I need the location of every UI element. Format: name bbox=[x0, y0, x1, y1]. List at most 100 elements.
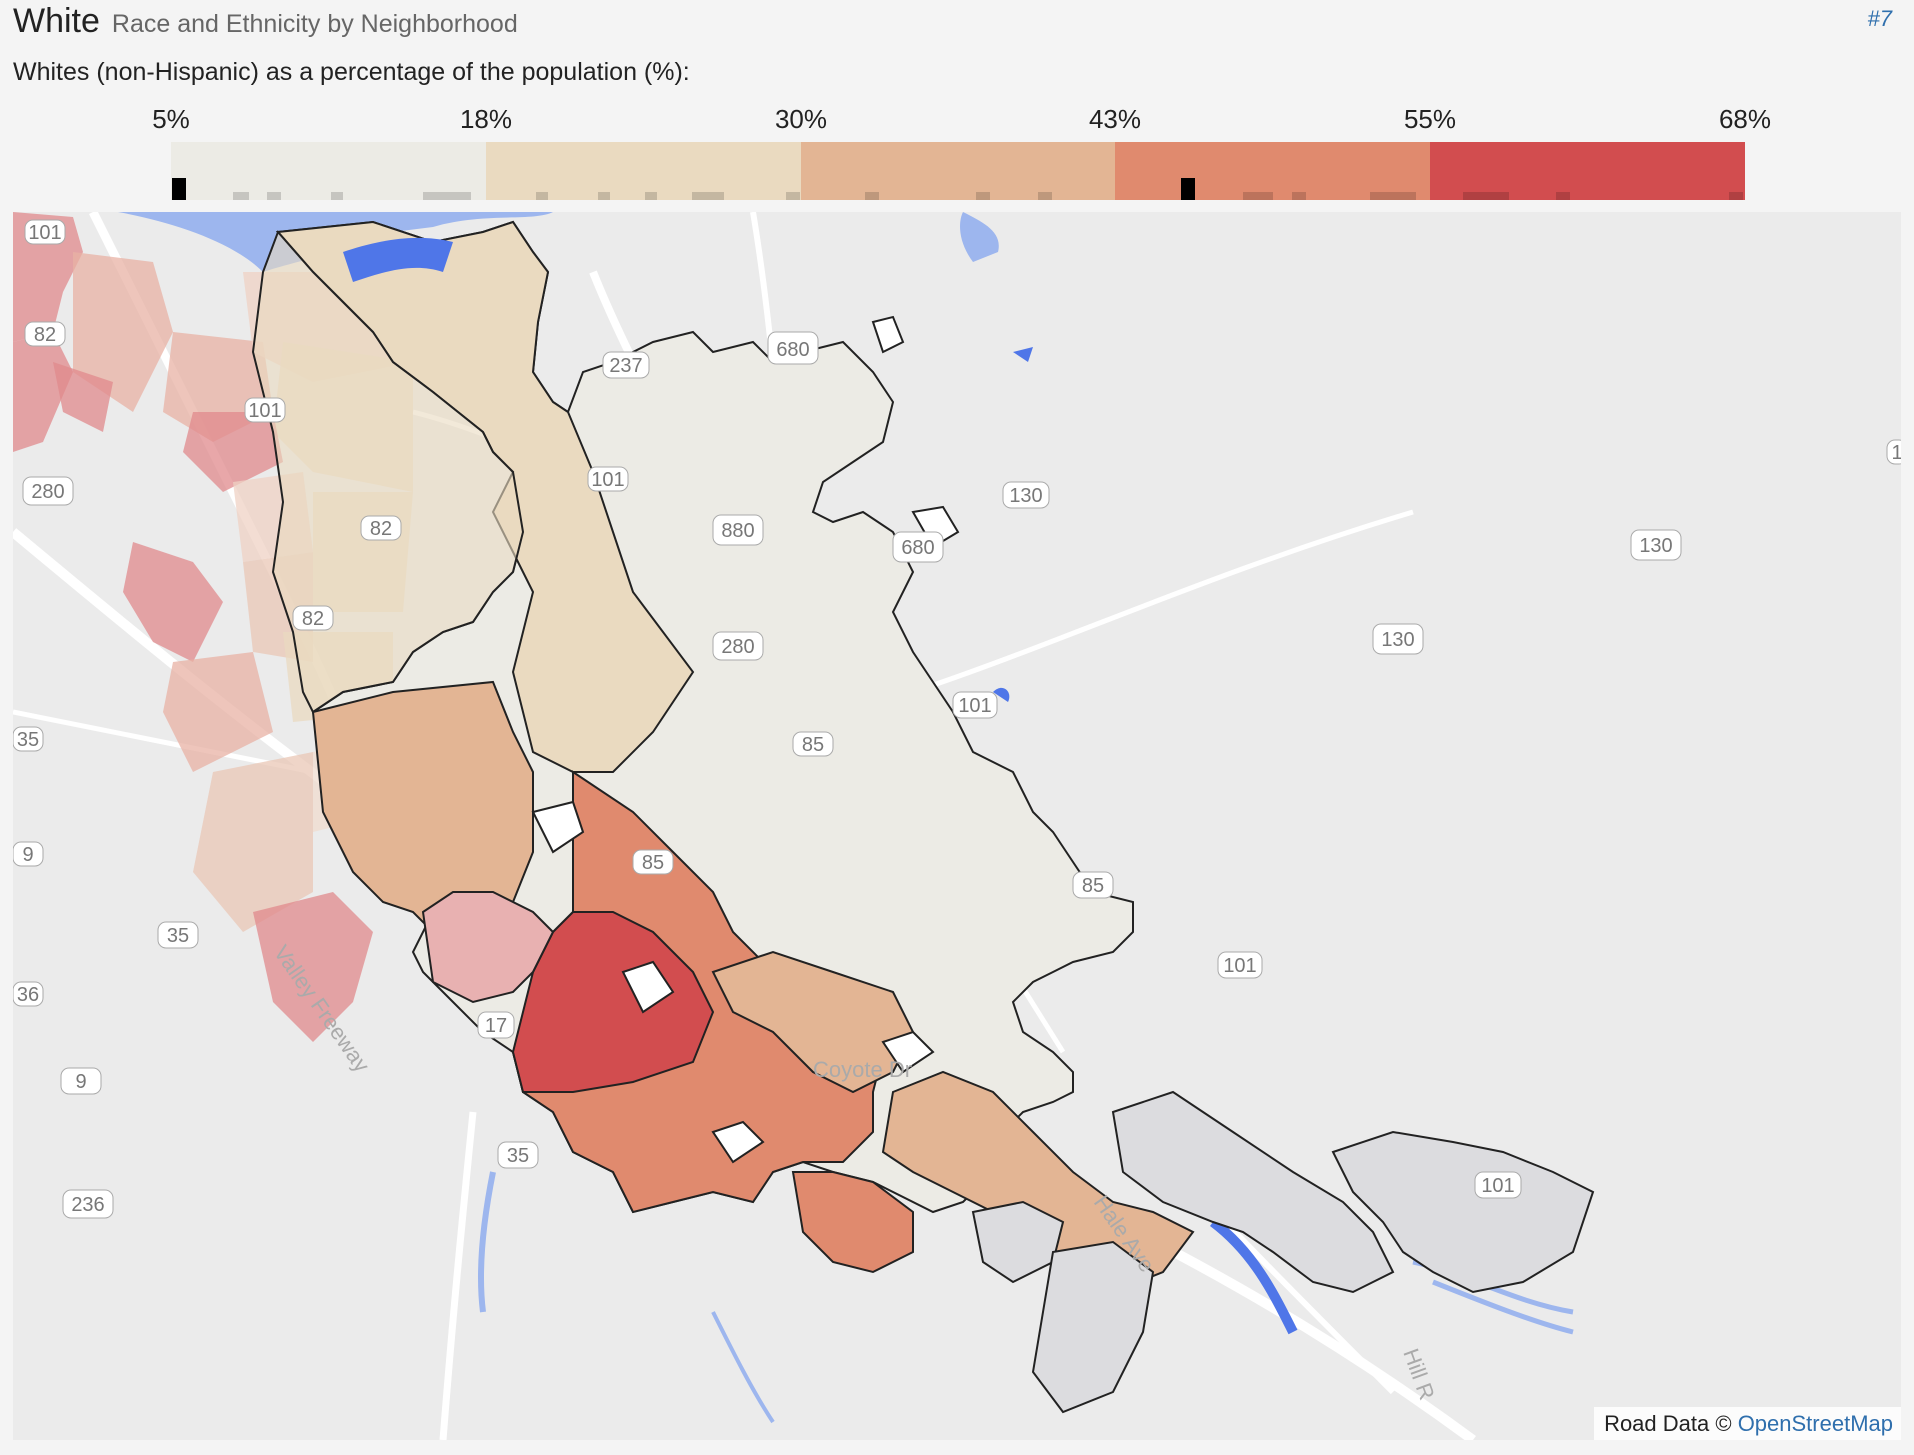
dist-marker bbox=[331, 192, 343, 200]
shield-280: 280 bbox=[22, 476, 74, 506]
svg-text:130: 130 bbox=[1009, 485, 1042, 507]
shield-101: 101 bbox=[24, 219, 66, 245]
svg-text:9: 9 bbox=[75, 1071, 86, 1093]
svg-text:101: 101 bbox=[591, 469, 624, 491]
shield-680: 680 bbox=[892, 531, 944, 563]
creek-water bbox=[711, 1311, 775, 1424]
shield-82: 82 bbox=[24, 321, 66, 347]
dist-marker bbox=[692, 192, 724, 200]
svg-text:82: 82 bbox=[370, 518, 392, 540]
shield-236: 236 bbox=[62, 1189, 114, 1219]
shield-130: 130 bbox=[1372, 623, 1424, 655]
shield-130: 130 bbox=[1630, 529, 1682, 561]
dist-marker bbox=[1038, 192, 1052, 200]
legend-bin-3[interactable] bbox=[800, 142, 1116, 200]
pond-water bbox=[993, 687, 1010, 702]
shield-1: 1 bbox=[1886, 439, 1901, 465]
header: White Race and Ethnicity by Neighborhood bbox=[13, 2, 518, 46]
shield-680: 680 bbox=[767, 331, 819, 365]
shield-35: 35 bbox=[13, 726, 44, 752]
shield-82: 82 bbox=[292, 605, 334, 631]
shield-85: 85 bbox=[1072, 871, 1114, 899]
shield-237: 237 bbox=[602, 351, 650, 379]
svg-text:237: 237 bbox=[609, 355, 642, 377]
shield-85: 85 bbox=[632, 849, 674, 875]
dist-marker bbox=[645, 192, 657, 200]
svg-text:82: 82 bbox=[302, 608, 324, 630]
svg-text:130: 130 bbox=[1381, 629, 1414, 651]
reservoir-water bbox=[1209, 1218, 1298, 1335]
map[interactable]: Valley Freeway Hale Ave Hill R Coyote Dr… bbox=[13, 212, 1901, 1440]
legend-tick-55: 55% bbox=[1403, 104, 1457, 134]
svg-text:130: 130 bbox=[1639, 535, 1672, 557]
dist-marker bbox=[1243, 192, 1273, 200]
shield-35: 35 bbox=[157, 921, 199, 949]
color-legend: 5% 18% 30% 43% 55% 68% bbox=[152, 100, 1771, 202]
svg-text:680: 680 bbox=[901, 537, 934, 559]
svg-text:101: 101 bbox=[958, 695, 991, 717]
map-attribution: Road Data © OpenStreetMap bbox=[1594, 1407, 1901, 1440]
creek-water bbox=[478, 1171, 496, 1313]
svg-text:82: 82 bbox=[34, 324, 56, 346]
dist-marker bbox=[1463, 192, 1509, 200]
distribution-markers bbox=[171, 178, 1745, 202]
baylands-water bbox=[343, 237, 453, 282]
legend-bin-1[interactable] bbox=[171, 142, 486, 200]
svg-text:35: 35 bbox=[17, 729, 39, 751]
dist-marker bbox=[976, 192, 990, 200]
svg-text:85: 85 bbox=[1082, 875, 1104, 897]
svg-text:85: 85 bbox=[802, 734, 824, 756]
dist-marker bbox=[598, 192, 610, 200]
dist-marker bbox=[1370, 192, 1416, 200]
dist-marker bbox=[786, 192, 800, 200]
shield-880: 880 bbox=[712, 514, 764, 546]
dist-marker bbox=[233, 192, 249, 200]
shield-9: 9 bbox=[13, 841, 44, 867]
shield-101: 101 bbox=[1217, 951, 1263, 979]
shield-101: 101 bbox=[587, 466, 629, 492]
svg-text:101: 101 bbox=[1223, 955, 1256, 977]
shield-280: 280 bbox=[712, 631, 764, 661]
svg-text:36: 36 bbox=[17, 984, 39, 1006]
svg-text:236: 236 bbox=[71, 1194, 104, 1216]
legend-tick-18: 18% bbox=[459, 104, 513, 134]
dist-marker bbox=[267, 192, 281, 200]
selected-marker-high bbox=[1181, 178, 1195, 200]
legend-bin-4[interactable] bbox=[1115, 142, 1431, 200]
svg-text:680: 680 bbox=[776, 339, 809, 361]
reservoir-water bbox=[960, 212, 999, 262]
legend-bin-5[interactable] bbox=[1430, 142, 1745, 200]
legend-tick-43: 43% bbox=[1088, 104, 1142, 134]
highway-shields: 101 82 101 280 237 680 101 880 680 130 1… bbox=[13, 219, 1901, 1219]
legend-bar bbox=[171, 142, 1745, 200]
svg-text:101: 101 bbox=[248, 400, 281, 422]
city-islands bbox=[531, 315, 960, 1164]
dist-marker bbox=[1556, 192, 1570, 200]
shield-35: 35 bbox=[497, 1141, 539, 1169]
dist-marker bbox=[1729, 192, 1743, 200]
selected-marker-low bbox=[172, 178, 186, 200]
san-jose-tracts bbox=[251, 220, 1195, 1294]
legend-tick-30: 30% bbox=[774, 104, 828, 134]
svg-text:9: 9 bbox=[22, 844, 33, 866]
shield-101: 101 bbox=[952, 691, 998, 719]
dist-marker bbox=[536, 192, 548, 200]
svg-text:17: 17 bbox=[485, 1015, 507, 1037]
legend-bin-2[interactable] bbox=[485, 142, 801, 200]
shield-17: 17 bbox=[477, 1011, 515, 1039]
map-canvas[interactable]: Valley Freeway Hale Ave Hill R Coyote Dr… bbox=[13, 212, 1901, 1440]
svg-text:280: 280 bbox=[31, 481, 64, 503]
rank-link[interactable]: #7 bbox=[1867, 6, 1892, 31]
dist-marker bbox=[865, 192, 879, 200]
shield-101: 101 bbox=[1474, 1171, 1522, 1199]
legend-tick-5: 5% bbox=[152, 104, 190, 134]
pond-water bbox=[1013, 347, 1033, 362]
shield-85: 85 bbox=[792, 731, 834, 757]
road-label-coyote: Coyote Dr bbox=[813, 1057, 912, 1082]
svg-text:101: 101 bbox=[1481, 1175, 1514, 1197]
shield-9: 9 bbox=[60, 1067, 102, 1095]
svg-text:85: 85 bbox=[642, 852, 664, 874]
svg-text:35: 35 bbox=[167, 925, 189, 947]
shield-82: 82 bbox=[360, 515, 402, 541]
openstreetmap-link[interactable]: OpenStreetMap bbox=[1737, 1411, 1893, 1436]
